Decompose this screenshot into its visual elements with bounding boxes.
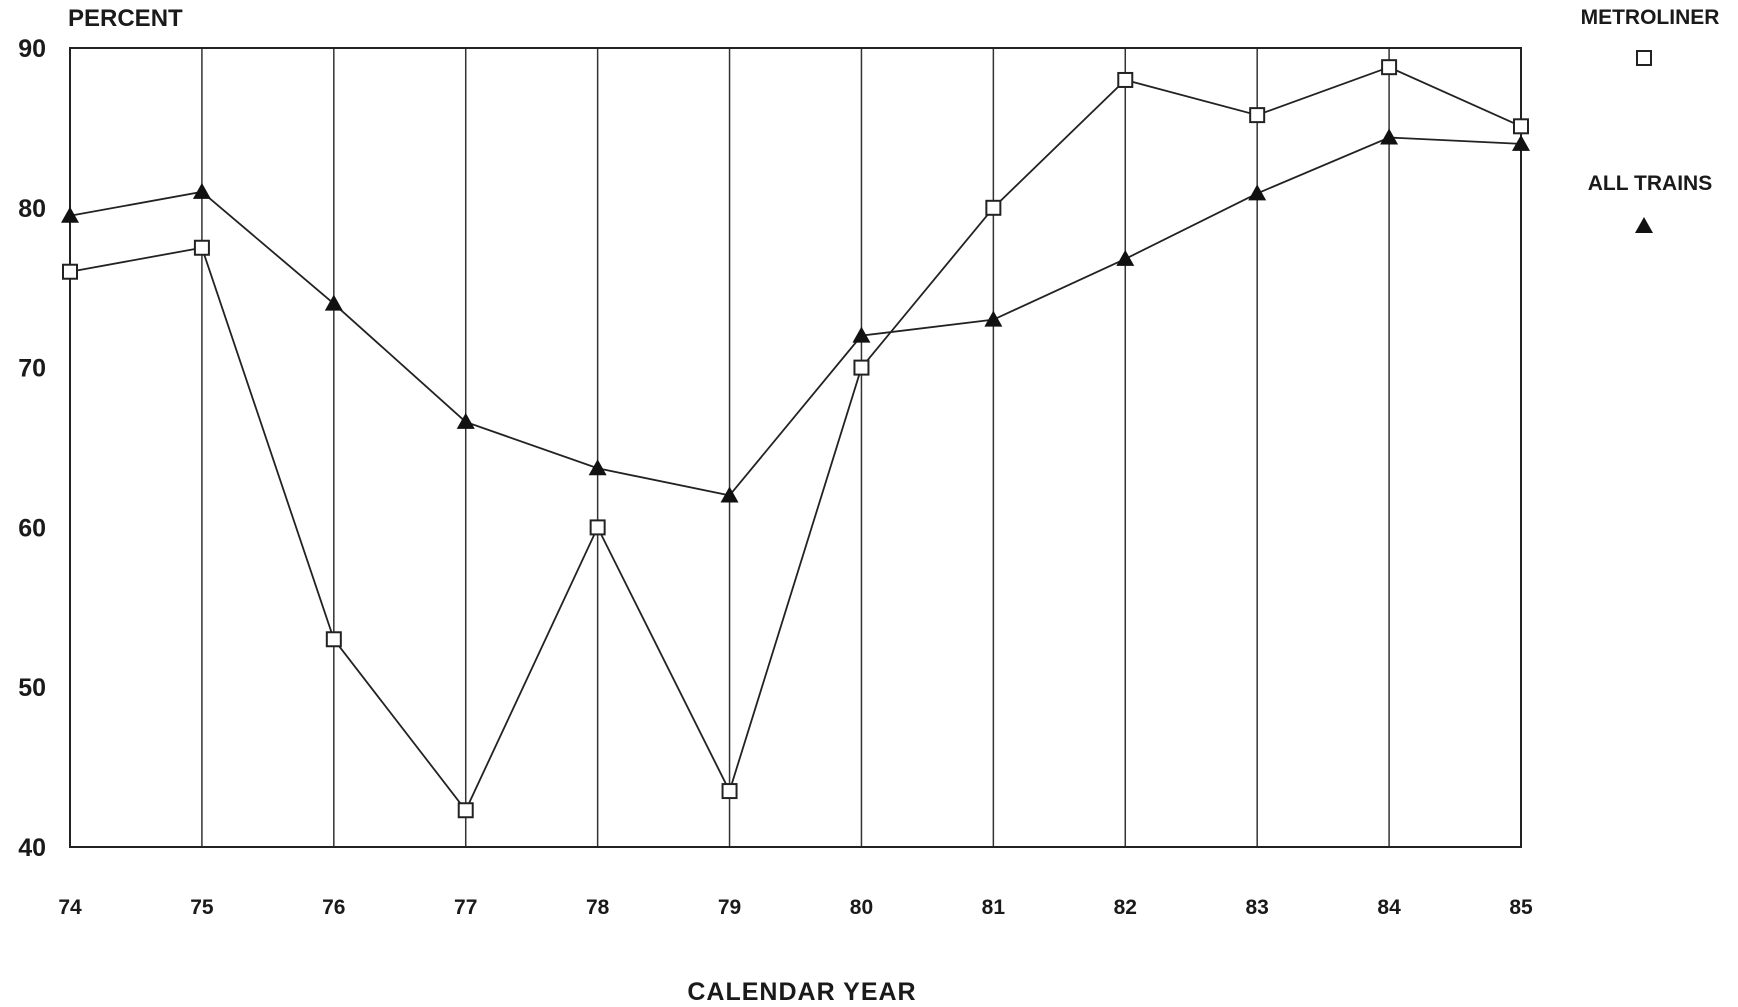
data-point xyxy=(324,294,343,311)
x-tick-label: 79 xyxy=(718,896,741,919)
data-point xyxy=(192,182,211,199)
series-metroliner xyxy=(62,59,1529,819)
series-group xyxy=(61,59,1530,819)
data-point xyxy=(1512,134,1530,151)
data-point xyxy=(456,412,475,429)
data-point xyxy=(193,239,210,256)
legend-marker xyxy=(1636,50,1652,66)
data-point xyxy=(457,802,474,819)
x-tick-label: 76 xyxy=(322,896,345,919)
legend: METROLINER ALL TRAINS xyxy=(1581,6,1720,233)
x-tick-label: 77 xyxy=(454,896,477,919)
plot-area-frame xyxy=(69,47,1522,848)
x-axis-label: CALENDAR YEAR xyxy=(687,978,916,1006)
series-all-trains xyxy=(61,128,1530,503)
data-point xyxy=(721,783,738,800)
y-tick-label: 60 xyxy=(18,514,46,542)
data-point xyxy=(325,631,342,648)
data-point xyxy=(1513,118,1529,135)
x-tick-label: 80 xyxy=(850,896,873,919)
x-tick-label: 82 xyxy=(1114,896,1137,919)
data-point xyxy=(1249,107,1266,124)
y-tick-label: 70 xyxy=(18,355,46,383)
y-axis-ticks: 40 50 60 70 80 90 xyxy=(18,35,46,862)
data-point xyxy=(588,459,607,476)
data-point xyxy=(1248,184,1267,201)
legend-label: ALL TRAINS xyxy=(1588,172,1712,195)
y-tick-label: 40 xyxy=(18,834,46,862)
x-axis-ticks: 74 75 76 77 78 79 80 81 82 83 84 85 xyxy=(58,896,1533,919)
data-point xyxy=(984,310,1003,327)
data-point xyxy=(1117,71,1134,88)
y-tick-label: 90 xyxy=(18,35,46,63)
legend-label: METROLINER xyxy=(1581,6,1720,29)
x-tick-label: 78 xyxy=(586,896,610,919)
series-line xyxy=(69,66,1522,812)
x-tick-label: 83 xyxy=(1246,896,1269,919)
data-point xyxy=(1380,128,1399,145)
data-point xyxy=(62,263,78,280)
y-axis-label: PERCENT xyxy=(68,5,183,32)
vertical-gridlines xyxy=(201,48,1390,847)
data-point xyxy=(589,519,606,536)
data-point xyxy=(1381,59,1398,76)
data-point xyxy=(853,359,870,376)
data-point xyxy=(852,326,871,343)
x-tick-label: 85 xyxy=(1509,896,1533,919)
series-line xyxy=(69,136,1522,497)
y-tick-label: 80 xyxy=(18,195,46,223)
data-point xyxy=(1116,249,1135,266)
x-tick-label: 81 xyxy=(982,896,1006,919)
data-point xyxy=(720,486,739,503)
data-point xyxy=(985,199,1002,216)
x-tick-label: 74 xyxy=(58,896,82,919)
y-tick-label: 50 xyxy=(18,674,46,702)
x-tick-label: 84 xyxy=(1377,896,1401,919)
legend-marker xyxy=(1635,217,1653,233)
x-tick-label: 75 xyxy=(190,896,214,919)
data-point xyxy=(61,206,79,223)
